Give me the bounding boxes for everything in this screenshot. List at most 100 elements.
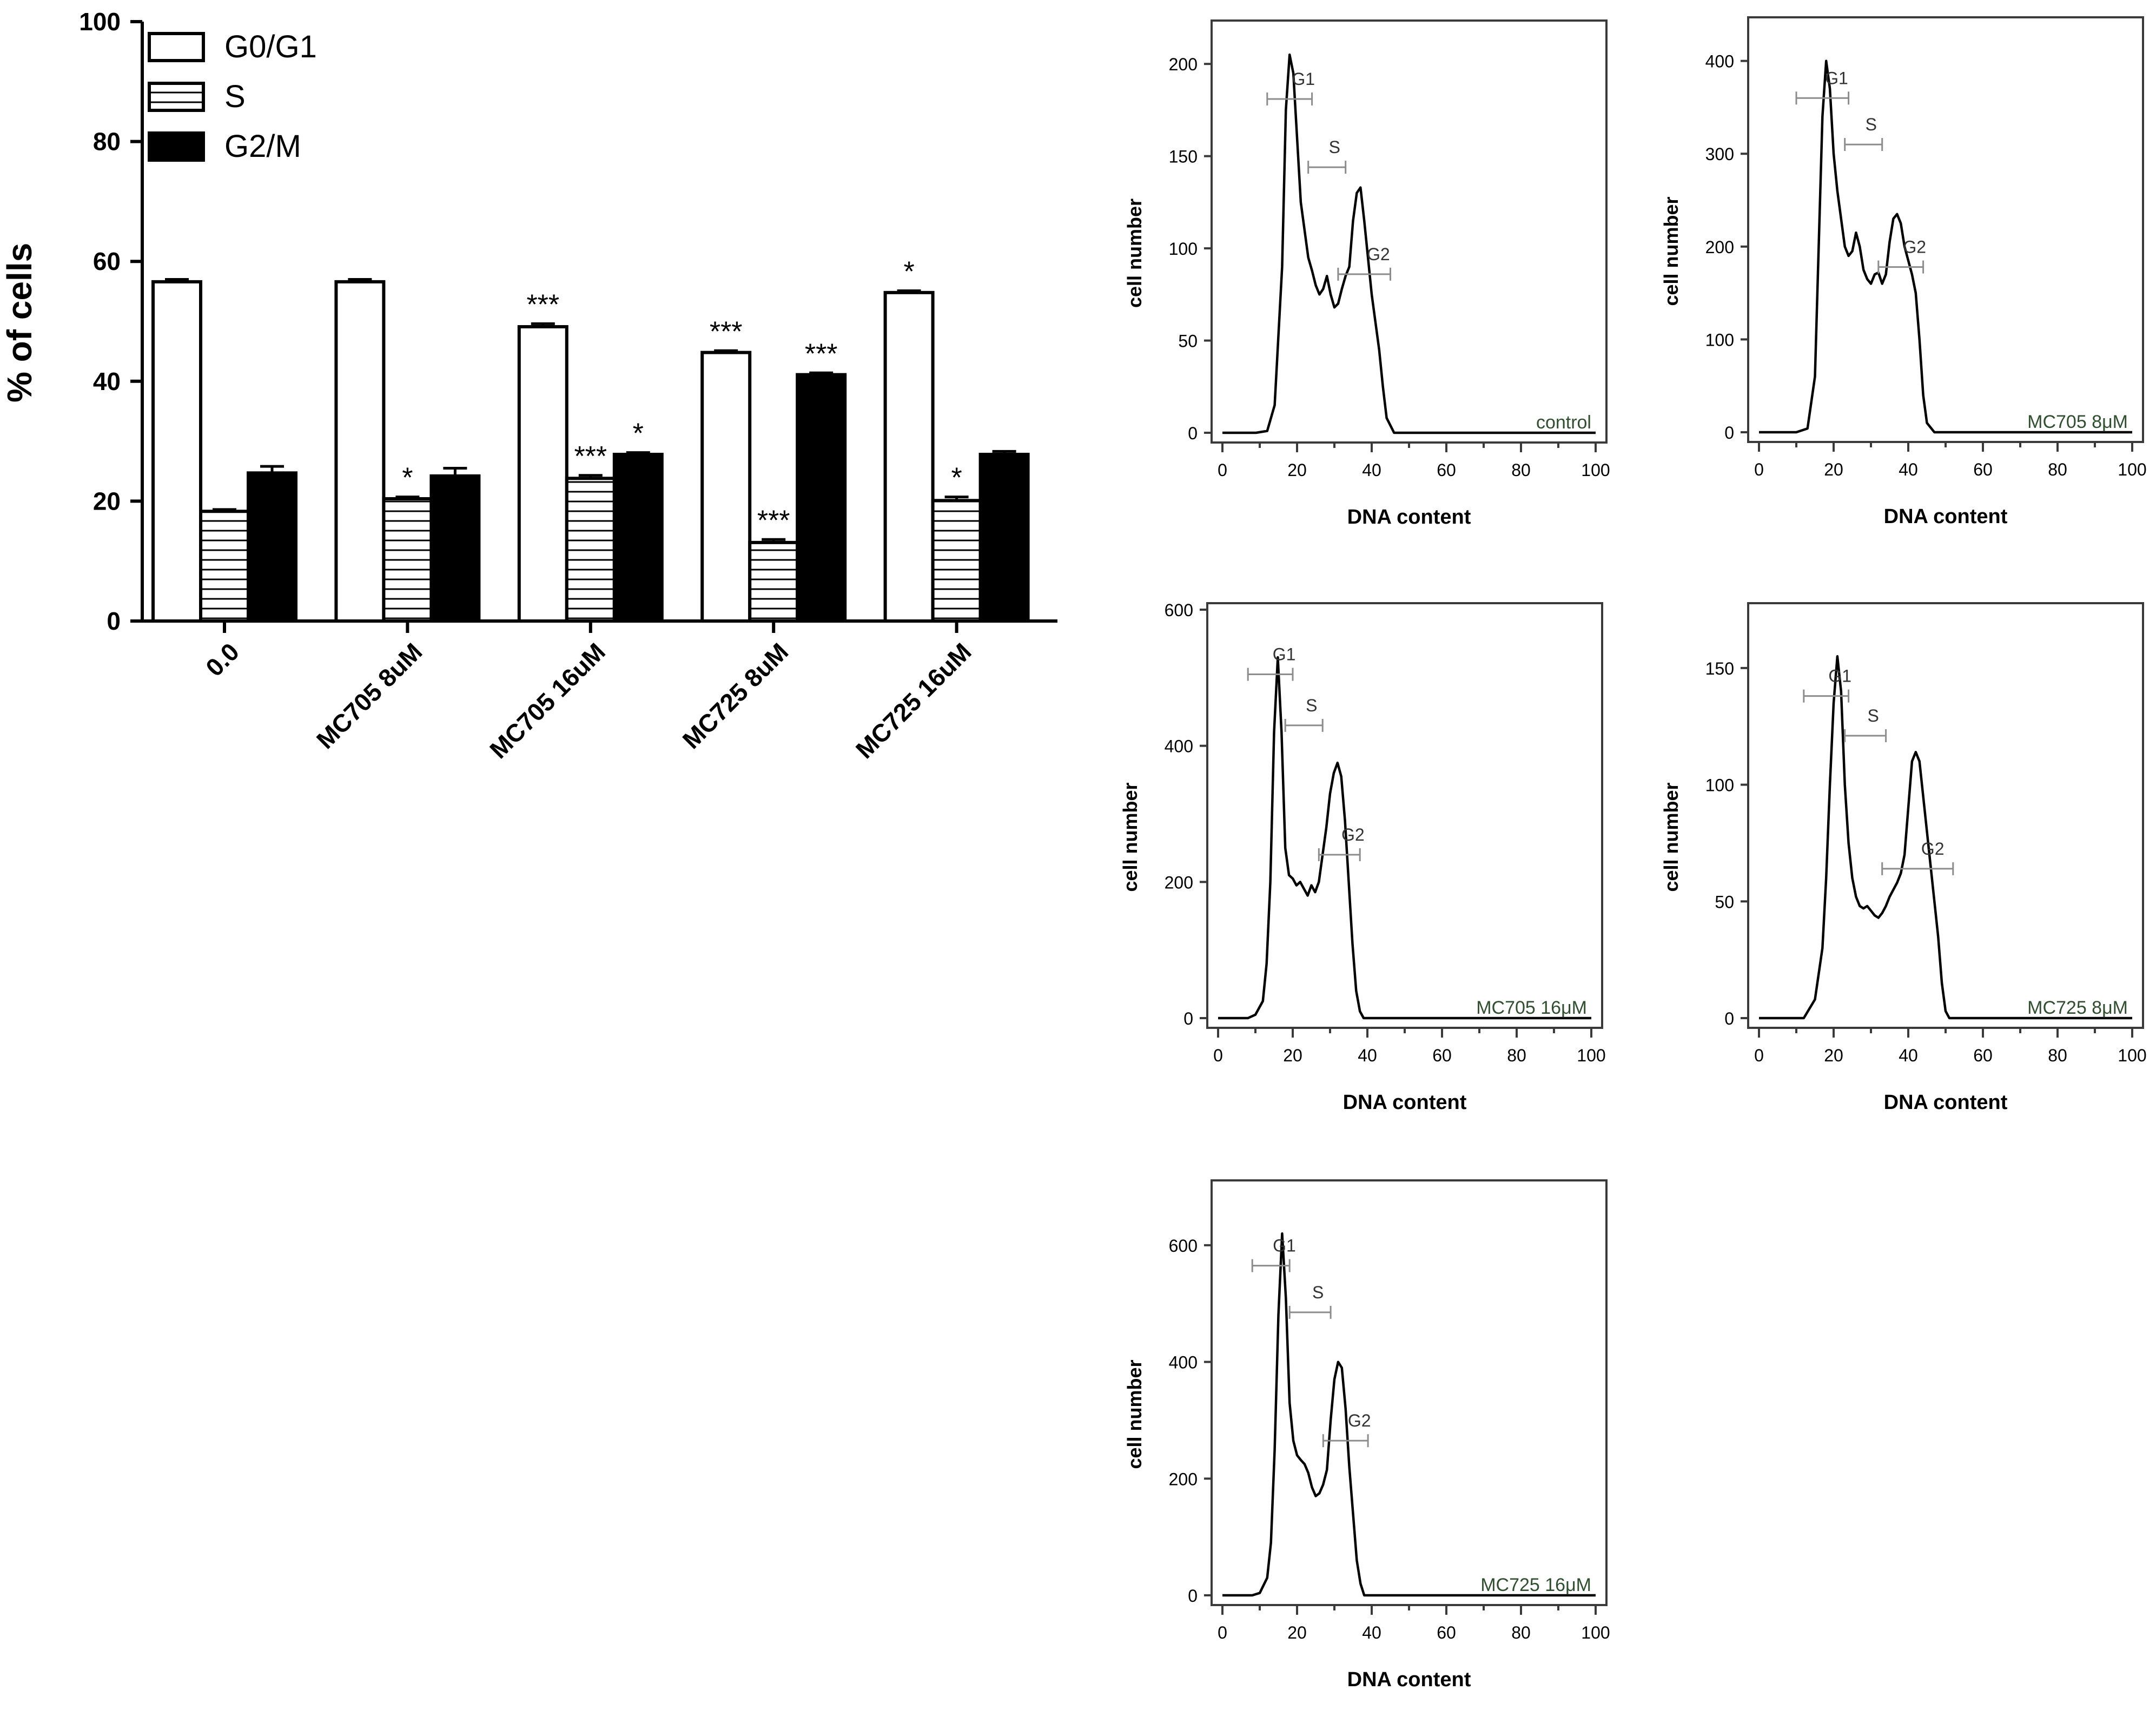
gate-label: S: [1867, 706, 1879, 725]
histogram-x-tick-label: 100: [1581, 460, 1610, 480]
gate-label: G2: [1348, 1411, 1371, 1430]
histogram-y-tick-label: 0: [1724, 423, 1734, 443]
histogram-x-tick-label: 20: [1824, 460, 1843, 479]
histogram-x-tick-label: 20: [1287, 1623, 1307, 1642]
histogram-x-tick-label: 0: [1213, 1046, 1223, 1065]
histogram-y-tick-label: 150: [1169, 147, 1198, 167]
bar-g0g1-3: [700, 351, 752, 623]
histogram-y-tick-label: 400: [1169, 1353, 1198, 1372]
histogram-x-tick-label: 60: [1432, 1046, 1452, 1065]
bar-x-axis: 0.0 MC705 8uM MC705 16uM MC725 8uM MC725 16u…: [200, 621, 977, 764]
gate-label: S: [1866, 115, 1877, 134]
histogram-x-tick-label: 20: [1824, 1046, 1843, 1065]
histogram-y-tick-label: 200: [1165, 873, 1193, 892]
bar-y-tick-label: 100: [79, 8, 121, 36]
histogram-x-tick-label: 0: [1218, 1623, 1227, 1642]
dna-content-histogram-curve: [1218, 656, 1591, 1020]
bar-s-3: [748, 540, 799, 623]
histogram-y-tick-label: 50: [1715, 892, 1734, 912]
gate-label: G1: [1825, 68, 1848, 88]
bar-g2m-3: [796, 373, 847, 623]
histogram-x-tick-label: 80: [2048, 460, 2067, 479]
histogram-x-tick-label: 60: [1973, 1046, 1993, 1065]
gate-label: G2: [1921, 839, 1945, 859]
gate-label: G1: [1273, 645, 1296, 664]
significance-marker: ***: [574, 441, 607, 472]
bar-g0g1-1: [334, 280, 386, 623]
histogram-x-tick-label: 80: [1511, 1623, 1531, 1642]
histogram-panel-5: 0 200 400 600 0 20 40 60 80 100 DNA content cell nu…: [1123, 1179, 1610, 1691]
significance-marker: *: [402, 463, 413, 494]
dna-content-histogram-curve: [1222, 53, 1596, 434]
dna-content-histogram-curve: [1759, 655, 2132, 1020]
histogram-x-tick-label: 40: [1358, 1046, 1377, 1065]
histogram-y-tick-label: 0: [1188, 1586, 1198, 1606]
histogram-x-axis-title: DNA content: [1347, 1668, 1471, 1691]
gate-label: S: [1312, 1283, 1324, 1302]
histogram-condition-label: MC705 16μM: [1476, 998, 1587, 1018]
bar-y-tick-label: 60: [93, 247, 121, 275]
dna-content-histogram-curve: [1759, 60, 2132, 434]
histogram-y-tick-label: 200: [1705, 237, 1734, 257]
histogram-frame: [1747, 16, 2144, 443]
bar-g0g1-2: [517, 325, 568, 623]
bar-x-tick-label: MC725 8uM: [677, 637, 794, 754]
histogram-x-tick-label: 80: [1511, 460, 1531, 480]
bar-g2m-2: [612, 452, 664, 623]
bar-y-tick-label: 0: [107, 607, 121, 635]
histogram-y-axis-title: cell number: [1660, 782, 1682, 892]
bar-x-tick-label: MC705 16uM: [484, 637, 611, 764]
histogram-x-tick-label: 40: [1362, 460, 1381, 480]
histogram-x-axis-title: DNA content: [1884, 505, 2008, 528]
significance-marker: *: [951, 463, 962, 494]
histogram-x-tick-label: 100: [2118, 1046, 2146, 1065]
significance-marker: *: [633, 418, 644, 450]
histogram-x-axis-title: DNA content: [1347, 506, 1471, 529]
histogram-x-tick-label: 60: [1973, 460, 1993, 479]
histogram-x-tick-label: 20: [1287, 460, 1307, 480]
legend-swatch-g0g1: [148, 32, 205, 62]
bar-s-2: [565, 477, 616, 623]
histogram-y-tick-label: 150: [1705, 659, 1734, 678]
histogram-x-axis-title: DNA content: [1343, 1091, 1467, 1114]
bar-y-axis-title: % of cells: [0, 243, 39, 402]
histogram-panel-4: 0 50 100 150 0 20 40 60 80 100 DNA content cell num…: [1660, 602, 2147, 1114]
legend-label: G2/M: [224, 129, 301, 164]
bar-series: *******************: [151, 256, 1030, 623]
histogram-x-tick-label: 60: [1437, 460, 1456, 480]
histogram-y-axis-title: cell number: [1119, 782, 1141, 892]
gate-label: G1: [1828, 666, 1851, 686]
legend-swatch-g2m: [148, 131, 205, 162]
histogram-y-tick-label: 300: [1705, 144, 1734, 164]
legend-swatch-s: [148, 82, 205, 112]
histogram-y-tick-label: 400: [1165, 737, 1193, 756]
bar-x-tick-label: 0.0: [200, 637, 244, 682]
histogram-x-tick-label: 0: [1218, 460, 1227, 480]
histogram-y-tick-label: 100: [1705, 776, 1734, 795]
histogram-panel-2: 0 100 200 300 400 0 20 40 60 80 100 DNA content cell…: [1660, 16, 2147, 528]
gate-label: G1: [1273, 1236, 1296, 1256]
significance-marker: ***: [805, 338, 838, 369]
bar-s-0: [199, 510, 250, 623]
histogram-y-tick-label: 100: [1705, 330, 1734, 349]
histogram-y-tick-label: 0: [1183, 1009, 1193, 1028]
legend-label: S: [224, 79, 246, 114]
dna-content-histogram-curve: [1222, 1232, 1596, 1597]
histogram-y-tick-label: 600: [1169, 1236, 1198, 1256]
histogram-y-tick-label: 600: [1165, 600, 1193, 620]
bar-legend: G0/G1 S G2/M: [148, 29, 317, 164]
gate-label: S: [1306, 696, 1317, 715]
histogram-x-tick-label: 0: [1754, 460, 1764, 479]
histogram-x-tick-label: 100: [1577, 1046, 1605, 1065]
histogram-y-tick-label: 400: [1705, 52, 1734, 71]
histogram-y-axis-title: cell number: [1660, 196, 1682, 306]
histogram-y-tick-label: 100: [1169, 239, 1198, 259]
histogram-y-tick-label: 50: [1178, 332, 1198, 351]
bar-g2m-0: [247, 471, 297, 623]
bar-g0g1-4: [883, 290, 935, 623]
histogram-x-tick-label: 0: [1754, 1046, 1764, 1065]
bar-s-1: [382, 497, 433, 623]
bar-x-tick-label: MC705 8uM: [311, 637, 428, 754]
histogram-x-axis-title: DNA content: [1884, 1091, 2008, 1114]
